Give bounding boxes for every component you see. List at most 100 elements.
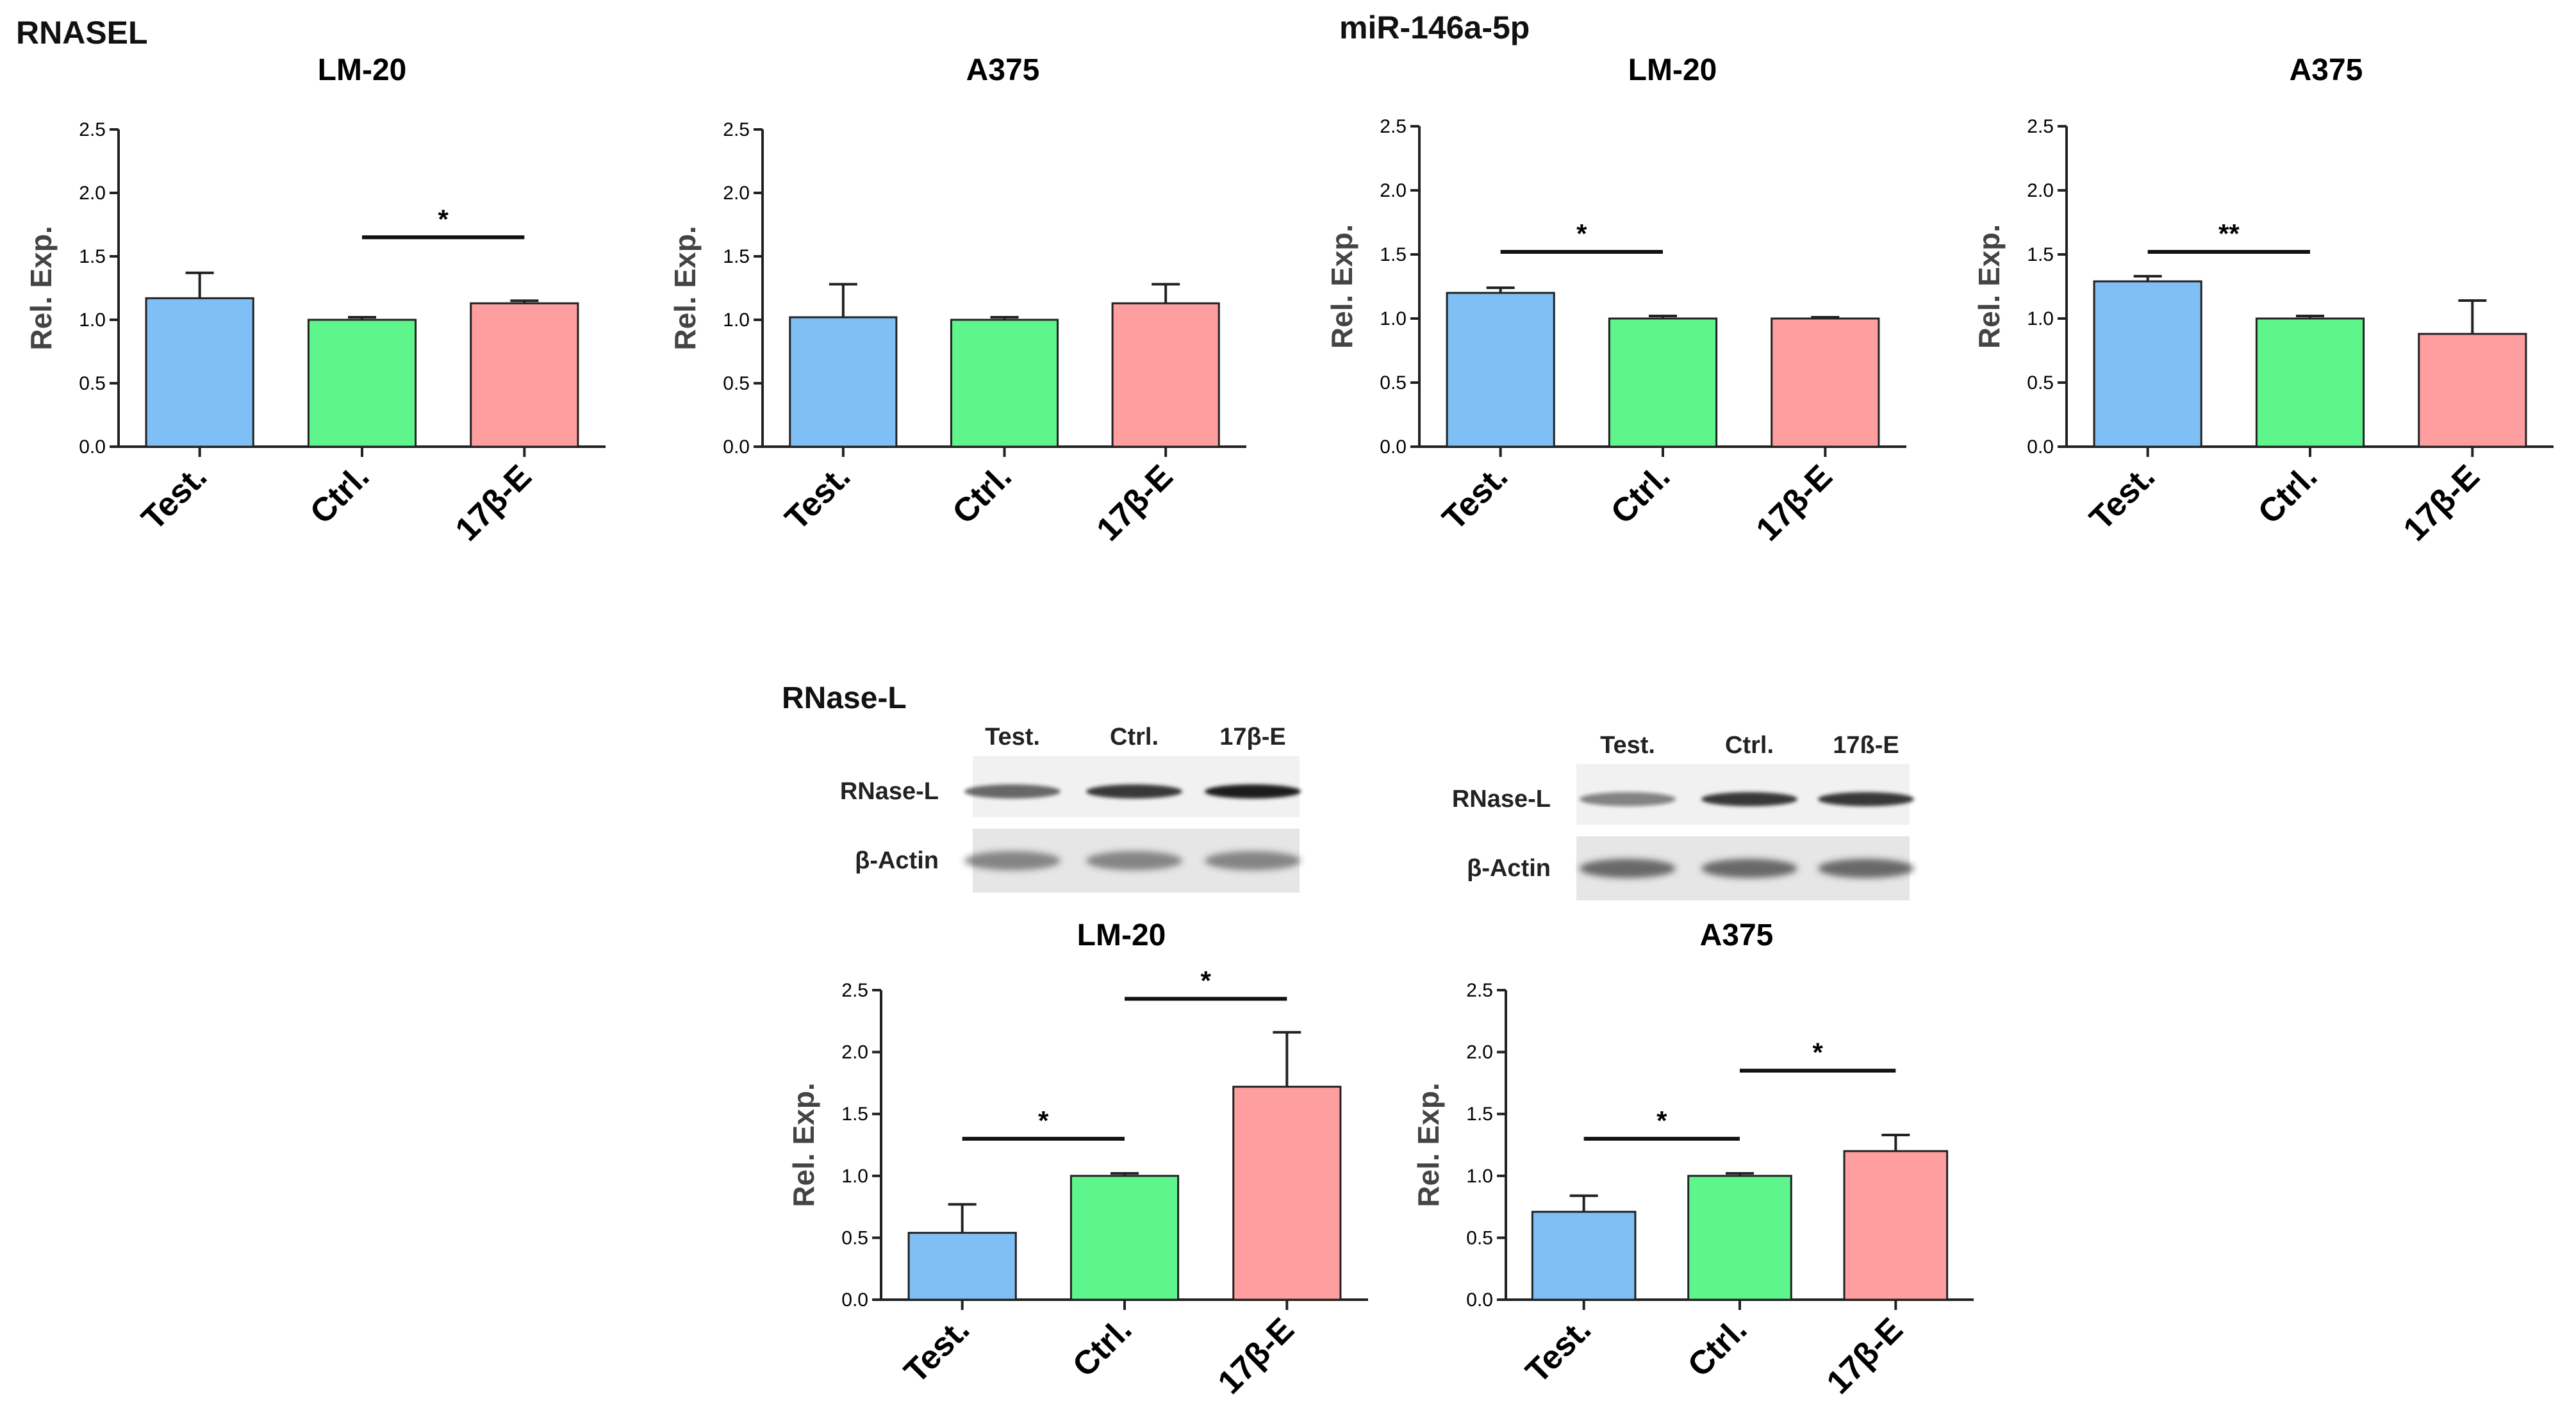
y-tick-label: 0.5 [723,373,750,394]
significance-marker: * [1656,1106,1667,1136]
x-category-label: Test. [1519,1311,1598,1390]
x-category-label: Test. [897,1311,977,1390]
significance-marker: ** [2218,219,2240,249]
bar-0 [2093,280,2202,448]
y-tick-label: 2.5 [841,980,868,1001]
chart-title: A375 [1700,918,1774,952]
x-category-label: Test. [135,458,214,537]
y-tick-label: 2.5 [79,119,106,140]
y-tick-label: 1.0 [1466,1166,1493,1187]
blot-band-actin [1580,859,1676,878]
y-axis-label: Rel. Exp. [1412,1082,1445,1207]
section-label-mir146a: miR-146a-5p [1339,10,1530,46]
bar-1 [1687,1175,1792,1301]
x-category-label: 17β-E [2397,458,2487,548]
blot-band-actin [1818,859,1914,878]
bar-chart-1: A375 0.0 0.5 1.0 1.5 2.0 2.5 Rel. Exp. Test. Ctrl… [668,53,1246,549]
bar-chart-4: LM-20 0.0 0.5 1.0 1.5 2.0 2.5 Rel. Exp. Test. Ctr… [787,918,1368,1402]
blot-lane-label: Ctrl. [1725,732,1774,759]
y-tick-label: 2.0 [1380,180,1407,201]
y-tick-label: 0.0 [1466,1289,1493,1311]
blot-band-rnase [1086,784,1182,799]
blot-band-actin [1205,851,1301,870]
bar-0 [1531,1211,1637,1301]
y-tick-label: 0.0 [1380,436,1407,458]
blot-band-rnase [1205,784,1301,799]
x-category-label: Ctrl. [1681,1311,1754,1384]
chart-title: LM-20 [1628,53,1717,87]
x-category-label: Test. [778,458,857,537]
bar-2 [2418,333,2527,448]
y-tick-label: 1.0 [2027,308,2054,329]
blot-lane-label: Test. [1600,732,1655,759]
blot-row-label-rnase: RNase-L [840,778,939,805]
bar-chart-0: LM-20 0.0 0.5 1.0 1.5 2.0 2.5 Rel. Exp. Test. Ctr… [24,53,606,549]
bar-0 [1446,292,1555,448]
y-tick-label: 2.0 [1466,1042,1493,1063]
bar-0 [789,316,898,448]
x-category-label: 17β-E [1749,458,1840,548]
y-tick-label: 1.0 [1380,308,1407,329]
bar-0 [907,1232,1017,1301]
x-category-label: Ctrl. [1066,1311,1139,1384]
y-axis-label: Rel. Exp. [787,1082,820,1207]
blot-lane-label: Test. [985,724,1040,750]
bar-0 [145,297,254,448]
bar-chart-5: A375 0.0 0.5 1.0 1.5 2.0 2.5 Rel. Exp. Test. Ctrl… [1412,918,1974,1402]
bar-2 [1771,317,1880,448]
blot-band-actin [1086,851,1182,870]
x-category-label: 17β-E [1211,1311,1301,1401]
blot-band-rnase [964,784,1061,799]
y-tick-label: 1.0 [841,1166,868,1187]
bar-chart-2: LM-20 0.0 0.5 1.0 1.5 2.0 2.5 Rel. Exp. Test. Ctr… [1325,53,1906,549]
section-label-western: RNase-L [782,681,907,715]
y-tick-label: 2.0 [2027,180,2054,201]
blot-band-actin [964,851,1061,870]
section-label-rnasel: RNASEL [16,15,148,51]
blot-lane-label: 17ß-E [1833,732,1899,759]
bar-1 [2255,317,2365,448]
significance-marker: * [1038,1106,1049,1136]
y-tick-label: 1.5 [723,246,750,267]
y-tick-label: 1.5 [79,246,106,267]
y-tick-label: 2.0 [723,183,750,204]
x-category-label: Test. [2083,458,2162,537]
x-category-label: Ctrl. [2251,458,2325,531]
y-tick-label: 2.0 [841,1042,868,1063]
blot-lane-label: 17β-E [1219,724,1285,750]
blot-band-actin [1701,859,1797,878]
chart-title: LM-20 [1077,918,1166,952]
y-tick-label: 0.0 [2027,436,2054,458]
blot-band-rnase [1818,792,1914,806]
x-category-label: Ctrl. [303,458,377,531]
significance-marker: * [438,204,449,234]
y-tick-label: 0.0 [841,1289,868,1311]
y-tick-label: 0.5 [1466,1227,1493,1248]
blot-row-label-actin: β-Actin [1467,855,1551,882]
y-axis-label: Rel. Exp. [24,226,58,350]
blot-lane-label: Ctrl. [1110,724,1159,750]
y-tick-label: 1.5 [1466,1104,1493,1125]
y-tick-label: 0.0 [723,436,750,458]
bar-chart-3: A375 0.0 0.5 1.0 1.5 2.0 2.5 Rel. Exp. Test. Ctrl… [1972,53,2554,549]
bar-1 [1069,1175,1180,1301]
blot-band-rnase [1701,792,1797,806]
y-tick-label: 2.5 [1466,980,1493,1001]
x-category-label: Ctrl. [1604,458,1678,531]
chart-title: LM-20 [318,53,407,87]
bar-2 [1232,1086,1342,1301]
x-category-label: Test. [1435,458,1515,537]
x-category-label: Ctrl. [945,458,1019,531]
y-tick-label: 0.5 [2027,372,2054,393]
bar-1 [950,319,1059,448]
significance-marker: * [1200,966,1211,996]
significance-marker: * [1576,219,1587,249]
chart-title: A375 [2290,53,2363,87]
y-axis-label: Rel. Exp. [1972,224,2006,349]
y-tick-label: 0.5 [1380,372,1407,393]
y-tick-label: 1.5 [1380,244,1407,265]
y-axis-label: Rel. Exp. [1325,224,1358,349]
y-tick-label: 1.5 [2027,244,2054,265]
western-blot-0: Test. Ctrl. 17β-E RNase-L β-Actin [840,724,1301,893]
